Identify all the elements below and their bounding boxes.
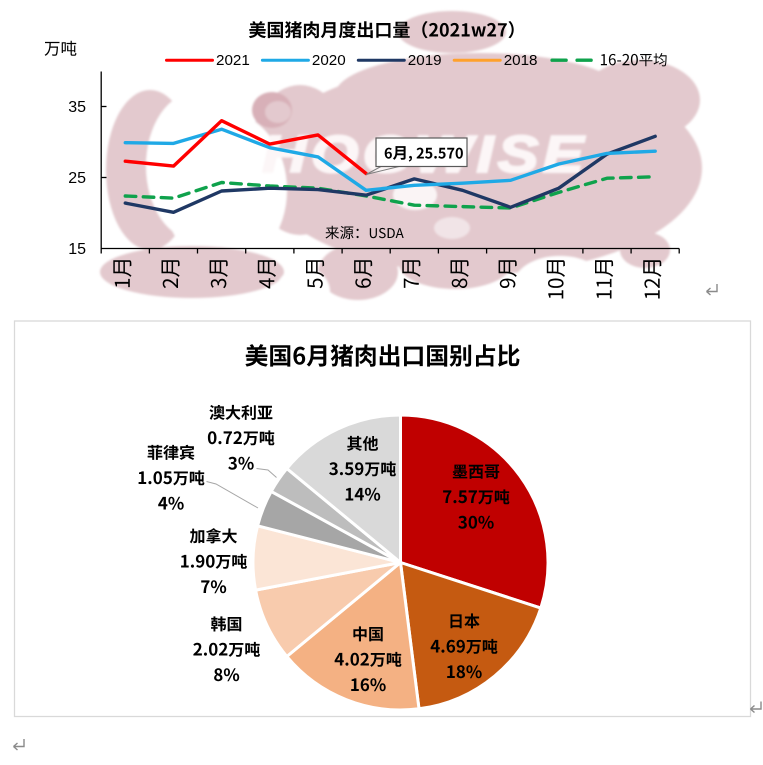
svg-text:35: 35 <box>68 99 86 116</box>
svg-text:2018: 2018 <box>504 52 538 69</box>
svg-text:2020: 2020 <box>312 52 346 69</box>
svg-text:2021: 2021 <box>216 52 250 69</box>
svg-text:2019: 2019 <box>408 52 442 69</box>
svg-text:25: 25 <box>68 170 86 187</box>
svg-text:15: 15 <box>68 241 86 258</box>
